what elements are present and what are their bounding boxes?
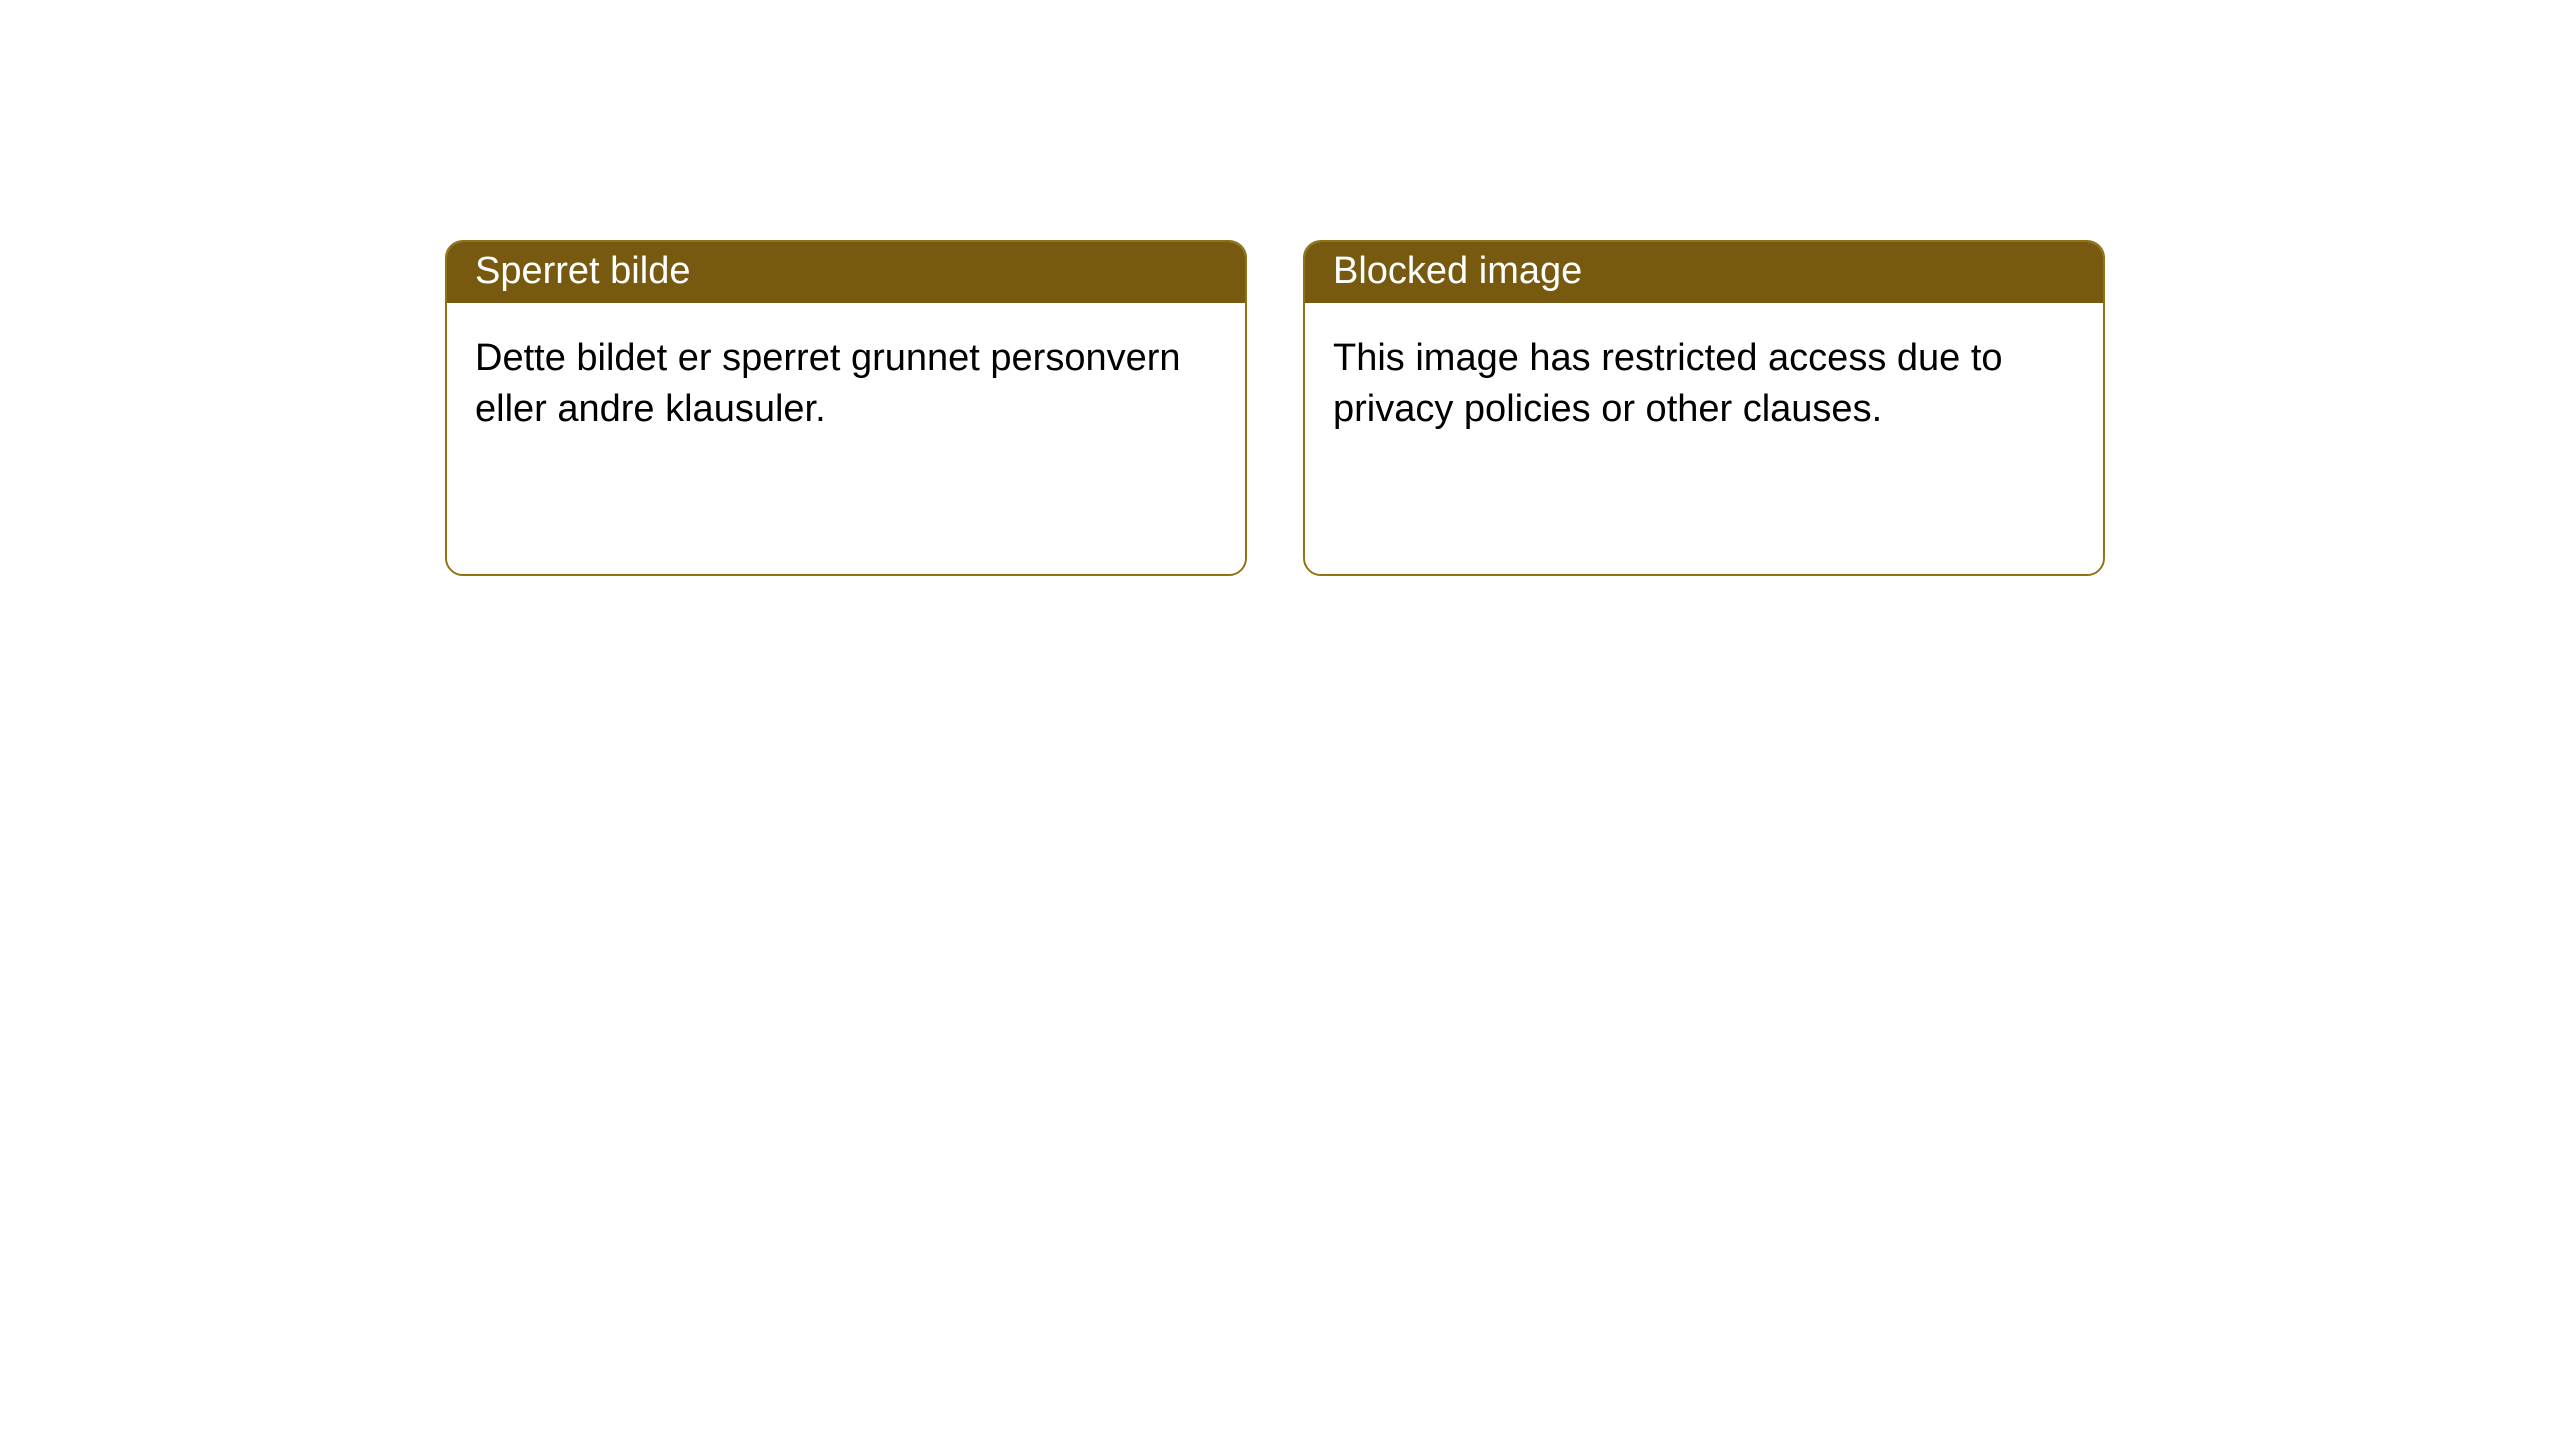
notice-title-en: Blocked image xyxy=(1305,242,2103,303)
notice-box-en: Blocked image This image has restricted … xyxy=(1303,240,2105,576)
notice-body-no: Dette bildet er sperret grunnet personve… xyxy=(447,303,1245,574)
notice-row: Sperret bilde Dette bildet er sperret gr… xyxy=(445,240,2105,576)
notice-title-no: Sperret bilde xyxy=(447,242,1245,303)
notice-body-en: This image has restricted access due to … xyxy=(1305,303,2103,574)
notice-box-no: Sperret bilde Dette bildet er sperret gr… xyxy=(445,240,1247,576)
